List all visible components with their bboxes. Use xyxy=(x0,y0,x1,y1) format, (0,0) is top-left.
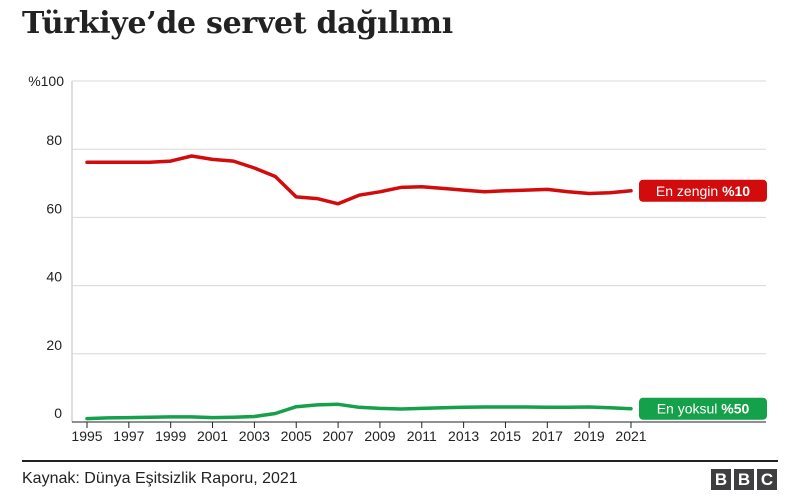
x-tick-label-2011: 2011 xyxy=(407,428,437,444)
bbc-logo-letter-b1: B xyxy=(711,469,731,490)
series-label-bold-bottom50: %50 xyxy=(721,401,749,417)
x-tick-label-1999: 1999 xyxy=(155,428,186,444)
x-tick-label-2013: 2013 xyxy=(448,428,479,444)
x-tick-label-2007: 2007 xyxy=(322,428,353,444)
series-label-prefix-top10: En zengin xyxy=(656,183,722,199)
series-line-top10 xyxy=(85,154,633,206)
series-label-top10: En zengin %10 xyxy=(656,183,750,199)
series-label-box-top10 xyxy=(639,179,767,202)
source-note: Kaynak: Dünya Eşitsizlik Raporu, 2021 xyxy=(22,470,298,487)
series-label-bottom50: En yoksul %50 xyxy=(657,401,750,417)
bbc-logo-letter-c: C xyxy=(757,469,777,490)
y-tick-label-100: %100 xyxy=(28,73,64,89)
x-tick-label-1995: 1995 xyxy=(71,428,102,444)
x-tick-label-1997: 1997 xyxy=(113,428,144,444)
x-tick-label-2021: 2021 xyxy=(615,428,646,444)
bbc-logo-letter-b2: B xyxy=(734,469,754,490)
x-tick-label-2015: 2015 xyxy=(490,428,521,444)
x-tick-label-2017: 2017 xyxy=(532,428,563,444)
x-tick-label-2003: 2003 xyxy=(239,428,270,444)
series-label-bold-top10: %10 xyxy=(722,183,750,199)
x-tick-label-2001: 2001 xyxy=(197,428,228,444)
y-tick-label-60: 60 xyxy=(46,200,62,216)
x-tick-label-2009: 2009 xyxy=(364,428,395,444)
y-tick-label-20: 20 xyxy=(46,337,62,353)
y-tick-label-0: 0 xyxy=(54,405,62,421)
wealth-distribution-chart: 0 20 40 60 80 %100 1995 1997 1999 2001 2003 2005 200… xyxy=(28,73,767,444)
y-tick-label-80: 80 xyxy=(46,132,62,148)
x-tick-label-2019: 2019 xyxy=(574,428,605,444)
series-label-prefix-bottom50: En yoksul xyxy=(657,401,722,417)
series-line-bottom50 xyxy=(85,402,633,421)
y-tick-label-40: 40 xyxy=(46,269,62,285)
footer-divider xyxy=(22,460,778,462)
x-tick-label-2005: 2005 xyxy=(281,428,312,444)
chart-title: Türkiye’de servet dağılımı xyxy=(22,6,453,41)
bbc-logo: B B C xyxy=(711,469,777,490)
series-label-box-bottom50 xyxy=(639,397,767,420)
